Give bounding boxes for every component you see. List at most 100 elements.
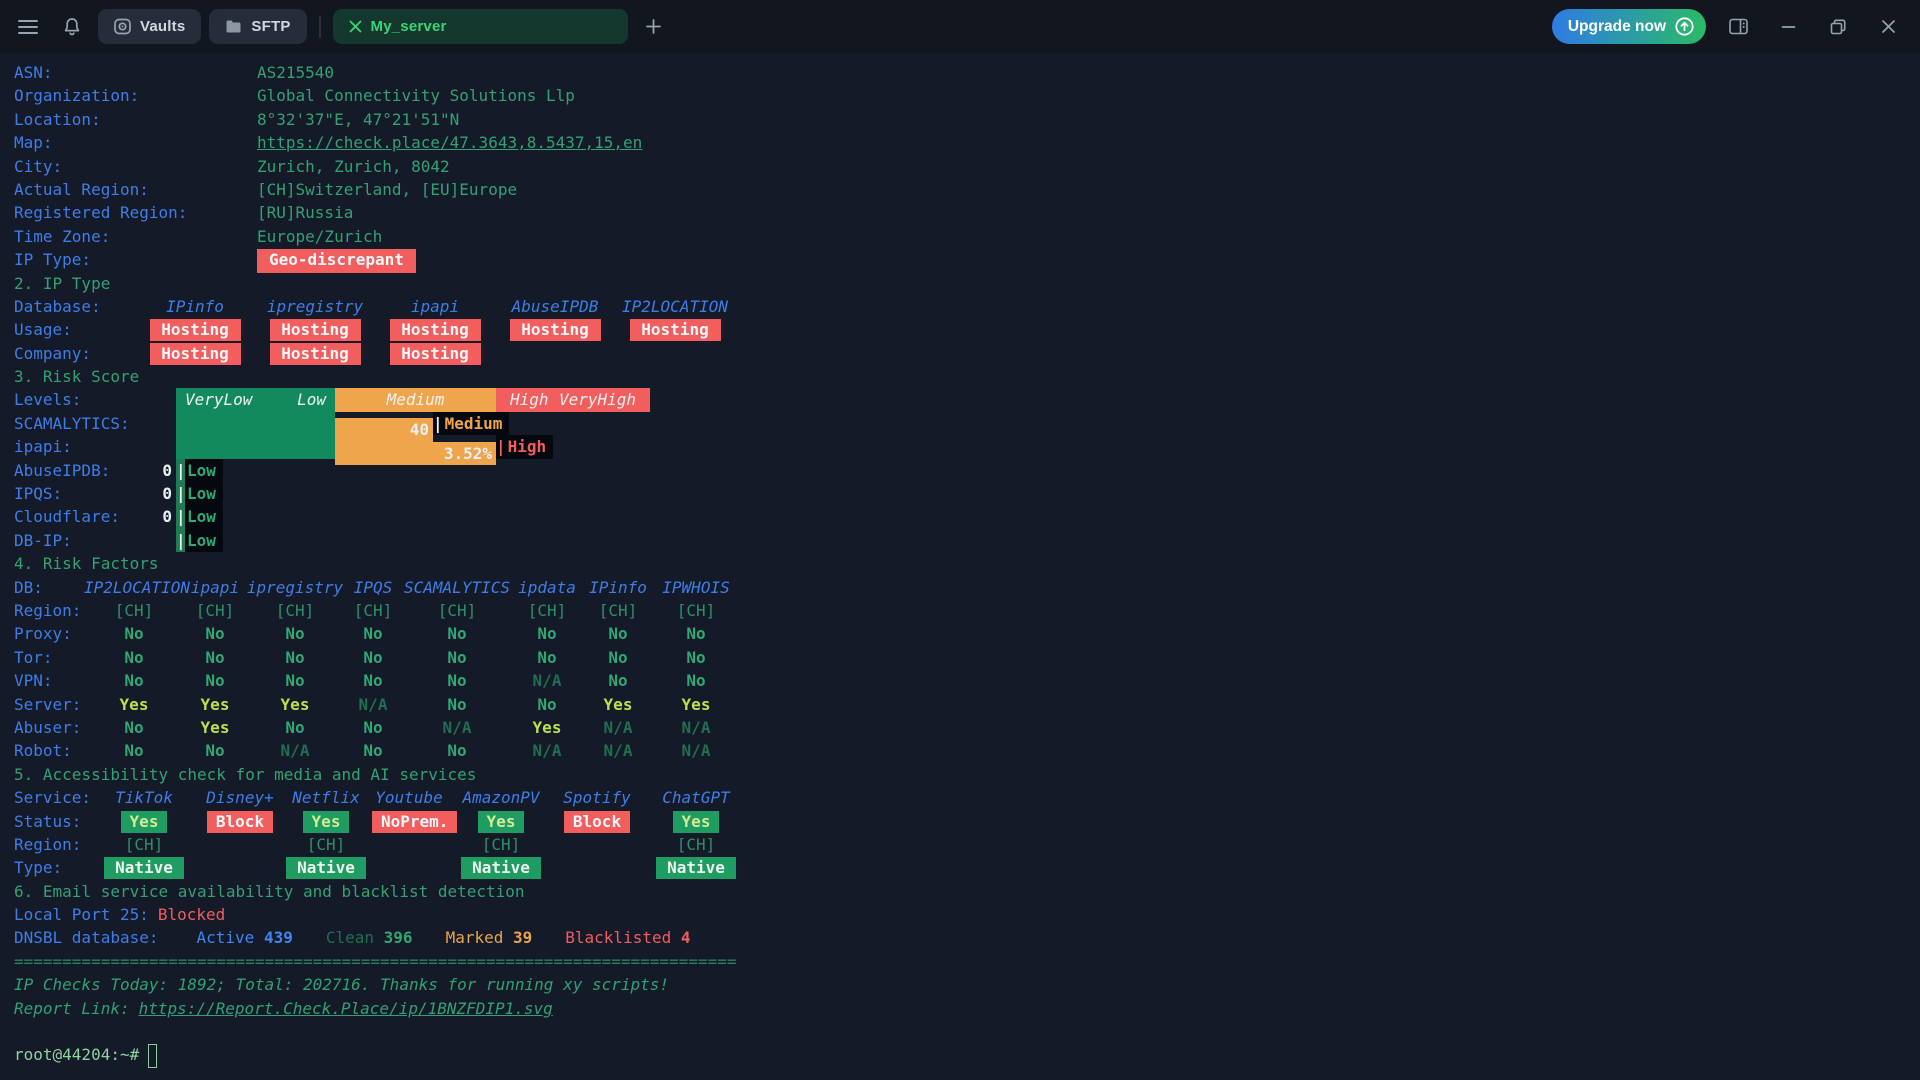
score-marker: |	[496, 435, 506, 459]
service-column: TikTok	[115, 788, 173, 808]
tab-vaults[interactable]: Vaults	[98, 9, 202, 44]
cell: No	[447, 671, 467, 691]
report-link[interactable]: https://Report.Check.Place/ip/1BNZFDIP1.…	[138, 998, 553, 1018]
field-value: AS215540	[257, 63, 335, 82]
cell: Yes	[532, 717, 562, 737]
cell: Yes	[603, 694, 633, 714]
service-column: Netflix	[292, 788, 360, 808]
cell: No	[205, 671, 225, 691]
new-tab-button[interactable]	[636, 9, 672, 45]
field-value: Zurich, Zurich, 8042	[257, 156, 450, 176]
cell: Yes	[681, 694, 711, 714]
row-label: DB-IP:	[14, 530, 72, 550]
section-title-risk-factors: 4. Risk Factors	[14, 554, 159, 574]
tab-my-server[interactable]: My_server	[332, 9, 628, 44]
minimize-button[interactable]	[1770, 9, 1806, 45]
cell: N/A	[681, 717, 711, 737]
cell: No	[608, 647, 628, 667]
scamalytics-score: 40	[409, 420, 429, 440]
cell: [CH]	[306, 834, 346, 854]
cell: [CH]	[353, 600, 393, 620]
field-label: City:	[14, 156, 63, 176]
cell: No	[537, 624, 557, 644]
cell: No	[363, 647, 383, 667]
cell: No	[124, 624, 144, 644]
db-column: ipregistry	[246, 577, 344, 597]
cell: No	[124, 647, 144, 667]
cell: [CH]	[676, 600, 716, 620]
cell: [CH]	[527, 600, 567, 620]
rf-vpn-row: VPN: No No No No No N/A No No	[14, 669, 1920, 692]
cell: No	[205, 624, 225, 644]
tab-sftp[interactable]: SFTP	[209, 9, 307, 44]
title-bar-right: Upgrade now	[1551, 9, 1906, 45]
db-column: AbuseIPDB	[511, 296, 599, 316]
cell: No	[447, 624, 467, 644]
score-marker: |	[176, 505, 186, 529]
service-column: AmazonPV	[462, 788, 540, 808]
cell: No	[447, 741, 467, 761]
level-label: Low	[185, 482, 223, 506]
upgrade-button[interactable]: Upgrade now	[1551, 9, 1706, 44]
ipqs-row: IPQS: 0 |Low	[14, 482, 1920, 506]
notifications-button[interactable]	[54, 9, 90, 45]
title-bar-left: Vaults SFTP My_server	[10, 9, 672, 45]
section-title-email: 6. Email service availability and blackl…	[14, 881, 525, 901]
usage-badge: Hosting	[389, 319, 481, 342]
ip-type-company-row: Company: Hosting Hosting Hosting	[14, 342, 1920, 365]
terminal-cursor[interactable]	[148, 1044, 158, 1068]
db-column: ipregistry	[266, 296, 364, 316]
cell: No	[686, 671, 706, 691]
section-title-media: 5. Accessibility check for media and AI …	[14, 764, 477, 784]
checks-summary: IP Checks Today: 1892; Total: 202716. Th…	[14, 975, 670, 995]
close-window-button[interactable]	[1870, 9, 1906, 45]
field-value: 8°32'37"E, 47°21'51"N	[257, 109, 460, 129]
row-asn: ASN: AS215540	[14, 61, 1920, 84]
panel-toggle-button[interactable]	[1720, 9, 1756, 45]
port25-status: Blocked	[157, 905, 226, 925]
cell: [CH]	[676, 834, 716, 854]
db-column: IP2LOCATION	[84, 577, 190, 597]
restore-icon	[1830, 19, 1846, 34]
field-label: Actual Region:	[14, 179, 149, 199]
row-organization: Organization: Global Connectivity Solutio…	[14, 84, 1920, 107]
ipapi-score: 3.52%	[443, 443, 492, 463]
row-label: DNSBL database:	[14, 928, 159, 948]
row-timezone: Time Zone: Europe/Zurich	[14, 225, 1920, 248]
cell: No	[124, 741, 144, 761]
field-value: Europe/Zurich	[257, 226, 383, 246]
menu-button[interactable]	[10, 9, 46, 45]
cell: No	[537, 647, 557, 667]
row-location: Location: 8°32'37"E, 47°21'51"N	[14, 108, 1920, 131]
rf-server-row: Server: Yes Yes Yes N/A No No Yes Yes	[14, 693, 1920, 716]
score-marker: |	[176, 458, 186, 483]
status-badge: Yes	[120, 810, 168, 833]
cell: No	[686, 624, 706, 644]
rf-abuser-row: Abuser: No Yes No No N/A Yes N/A N/A	[14, 716, 1920, 739]
service-column: Disney+	[206, 788, 274, 808]
score-value: 0	[162, 507, 172, 527]
service-column: ChatGPT	[662, 788, 730, 808]
score-marker: |	[433, 411, 443, 436]
cell: No	[285, 647, 305, 667]
dnsbl-blacklisted: Blacklisted 4	[565, 928, 691, 948]
media-region-row: Region: [CH] [CH] [CH] [CH]	[14, 833, 1920, 856]
blank-line	[14, 1020, 1920, 1043]
terminal[interactable]: ASN: AS215540 Organization: Global Connect…	[0, 53, 1920, 1080]
cell: No	[124, 717, 144, 737]
plus-icon	[646, 19, 661, 34]
db-column: SCAMALYTICS	[404, 577, 510, 597]
levels-row: Levels: VeryLow Low Medium High VeryHigh	[14, 388, 1920, 412]
cell: No	[608, 671, 628, 691]
row-label: Abuser:	[14, 717, 82, 737]
restore-button[interactable]	[1820, 9, 1856, 45]
close-tab-icon[interactable]	[349, 20, 362, 33]
db-column: ipapi	[410, 296, 460, 316]
shell-prompt: root@44204:~#	[14, 1045, 140, 1065]
scamalytics-bar: 40	[176, 411, 433, 442]
prompt-row: root@44204:~#	[14, 1043, 1920, 1068]
db-column: IP2LOCATION	[622, 296, 728, 316]
map-link[interactable]: https://check.place/47.3643,8.5437,15,en	[257, 133, 643, 153]
row-label: Tor:	[14, 647, 53, 667]
